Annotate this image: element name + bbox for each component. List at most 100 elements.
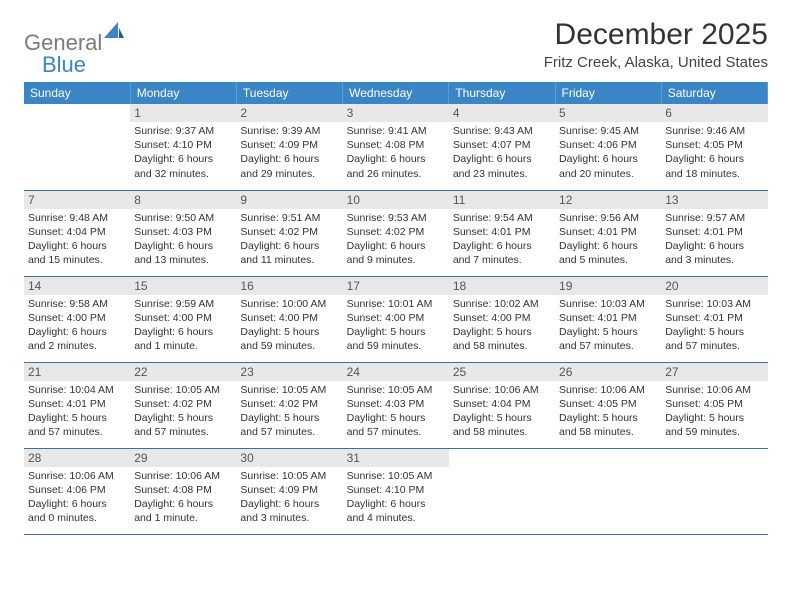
day-number: 17 bbox=[343, 277, 449, 295]
daylight-line: Daylight: 5 hours and 58 minutes. bbox=[453, 325, 551, 353]
sunrise-line: Sunrise: 10:05 AM bbox=[347, 383, 445, 397]
day-number: 31 bbox=[343, 449, 449, 467]
sunrise-line: Sunrise: 10:03 AM bbox=[665, 297, 763, 311]
sunset-line: Sunset: 4:01 PM bbox=[453, 225, 551, 239]
weekday-header: Friday bbox=[555, 82, 661, 104]
day-number: 22 bbox=[130, 363, 236, 381]
daylight-line: Daylight: 6 hours and 4 minutes. bbox=[347, 497, 445, 525]
daylight-line: Daylight: 6 hours and 11 minutes. bbox=[240, 239, 338, 267]
day-number: 7 bbox=[24, 191, 130, 209]
sunrise-line: Sunrise: 10:05 AM bbox=[240, 469, 338, 483]
daylight-line: Daylight: 5 hours and 57 minutes. bbox=[347, 411, 445, 439]
calendar-cell: 29Sunrise: 10:06 AMSunset: 4:08 PMDaylig… bbox=[130, 448, 236, 534]
day-info: Sunrise: 9:57 AMSunset: 4:01 PMDaylight:… bbox=[661, 209, 767, 268]
day-info: Sunrise: 10:05 AMSunset: 4:02 PMDaylight… bbox=[236, 381, 342, 440]
calendar-table: SundayMondayTuesdayWednesdayThursdayFrid… bbox=[24, 82, 768, 535]
day-info: Sunrise: 10:06 AMSunset: 4:05 PMDaylight… bbox=[555, 381, 661, 440]
calendar-cell: 8Sunrise: 9:50 AMSunset: 4:03 PMDaylight… bbox=[130, 190, 236, 276]
day-number: 29 bbox=[130, 449, 236, 467]
day-info: Sunrise: 9:48 AMSunset: 4:04 PMDaylight:… bbox=[24, 209, 130, 268]
day-number: 4 bbox=[449, 104, 555, 122]
sunrise-line: Sunrise: 10:04 AM bbox=[28, 383, 126, 397]
day-number: 25 bbox=[449, 363, 555, 381]
calendar-body: 1Sunrise: 9:37 AMSunset: 4:10 PMDaylight… bbox=[24, 104, 768, 534]
day-info: Sunrise: 9:59 AMSunset: 4:00 PMDaylight:… bbox=[130, 295, 236, 354]
sunset-line: Sunset: 4:02 PM bbox=[240, 397, 338, 411]
sunset-line: Sunset: 4:06 PM bbox=[559, 138, 657, 152]
day-info: Sunrise: 9:56 AMSunset: 4:01 PMDaylight:… bbox=[555, 209, 661, 268]
day-info: Sunrise: 10:06 AMSunset: 4:08 PMDaylight… bbox=[130, 467, 236, 526]
daylight-line: Daylight: 6 hours and 3 minutes. bbox=[665, 239, 763, 267]
sunrise-line: Sunrise: 10:05 AM bbox=[134, 383, 232, 397]
sunrise-line: Sunrise: 9:57 AM bbox=[665, 211, 763, 225]
daylight-line: Daylight: 5 hours and 57 minutes. bbox=[134, 411, 232, 439]
sunset-line: Sunset: 4:06 PM bbox=[28, 483, 126, 497]
calendar-cell: 13Sunrise: 9:57 AMSunset: 4:01 PMDayligh… bbox=[661, 190, 767, 276]
day-info: Sunrise: 10:06 AMSunset: 4:05 PMDaylight… bbox=[661, 381, 767, 440]
title-block: December 2025 Fritz Creek, Alaska, Unite… bbox=[544, 18, 768, 71]
day-info: Sunrise: 10:01 AMSunset: 4:00 PMDaylight… bbox=[343, 295, 449, 354]
sunset-line: Sunset: 4:01 PM bbox=[559, 225, 657, 239]
day-info: Sunrise: 10:04 AMSunset: 4:01 PMDaylight… bbox=[24, 381, 130, 440]
calendar-cell: 26Sunrise: 10:06 AMSunset: 4:05 PMDaylig… bbox=[555, 362, 661, 448]
sunset-line: Sunset: 4:04 PM bbox=[453, 397, 551, 411]
day-number: 21 bbox=[24, 363, 130, 381]
sunrise-line: Sunrise: 9:46 AM bbox=[665, 124, 763, 138]
sunrise-line: Sunrise: 9:56 AM bbox=[559, 211, 657, 225]
calendar-cell bbox=[449, 448, 555, 534]
sunrise-line: Sunrise: 10:05 AM bbox=[240, 383, 338, 397]
daylight-line: Daylight: 6 hours and 1 minute. bbox=[134, 497, 232, 525]
daylight-line: Daylight: 5 hours and 59 minutes. bbox=[665, 411, 763, 439]
sunset-line: Sunset: 4:01 PM bbox=[559, 311, 657, 325]
sunrise-line: Sunrise: 9:45 AM bbox=[559, 124, 657, 138]
daylight-line: Daylight: 5 hours and 57 minutes. bbox=[665, 325, 763, 353]
day-number: 23 bbox=[236, 363, 342, 381]
calendar-week-row: 7Sunrise: 9:48 AMSunset: 4:04 PMDaylight… bbox=[24, 190, 768, 276]
day-number: 1 bbox=[130, 104, 236, 122]
sunset-line: Sunset: 4:04 PM bbox=[28, 225, 126, 239]
calendar-document: General Blue December 2025 Fritz Creek, … bbox=[0, 0, 792, 547]
calendar-cell: 7Sunrise: 9:48 AMSunset: 4:04 PMDaylight… bbox=[24, 190, 130, 276]
daylight-line: Daylight: 6 hours and 13 minutes. bbox=[134, 239, 232, 267]
day-number: 9 bbox=[236, 191, 342, 209]
weekday-header: Sunday bbox=[24, 82, 130, 104]
calendar-cell: 14Sunrise: 9:58 AMSunset: 4:00 PMDayligh… bbox=[24, 276, 130, 362]
daylight-line: Daylight: 6 hours and 9 minutes. bbox=[347, 239, 445, 267]
sunset-line: Sunset: 4:00 PM bbox=[28, 311, 126, 325]
day-info: Sunrise: 9:43 AMSunset: 4:07 PMDaylight:… bbox=[449, 122, 555, 181]
sunset-line: Sunset: 4:01 PM bbox=[665, 225, 763, 239]
day-info: Sunrise: 10:05 AMSunset: 4:10 PMDaylight… bbox=[343, 467, 449, 526]
day-info: Sunrise: 10:00 AMSunset: 4:00 PMDaylight… bbox=[236, 295, 342, 354]
calendar-cell: 4Sunrise: 9:43 AMSunset: 4:07 PMDaylight… bbox=[449, 104, 555, 190]
day-number: 18 bbox=[449, 277, 555, 295]
day-number: 8 bbox=[130, 191, 236, 209]
day-number: 15 bbox=[130, 277, 236, 295]
daylight-line: Daylight: 6 hours and 7 minutes. bbox=[453, 239, 551, 267]
day-info: Sunrise: 9:54 AMSunset: 4:01 PMDaylight:… bbox=[449, 209, 555, 268]
logo-sail-icon bbox=[104, 22, 124, 38]
calendar-cell: 6Sunrise: 9:46 AMSunset: 4:05 PMDaylight… bbox=[661, 104, 767, 190]
calendar-header-row: SundayMondayTuesdayWednesdayThursdayFrid… bbox=[24, 82, 768, 104]
daylight-line: Daylight: 6 hours and 29 minutes. bbox=[240, 152, 338, 180]
day-number: 27 bbox=[661, 363, 767, 381]
day-info: Sunrise: 9:50 AMSunset: 4:03 PMDaylight:… bbox=[130, 209, 236, 268]
day-number: 28 bbox=[24, 449, 130, 467]
daylight-line: Daylight: 6 hours and 23 minutes. bbox=[453, 152, 551, 180]
calendar-week-row: 14Sunrise: 9:58 AMSunset: 4:00 PMDayligh… bbox=[24, 276, 768, 362]
calendar-cell: 20Sunrise: 10:03 AMSunset: 4:01 PMDaylig… bbox=[661, 276, 767, 362]
sunset-line: Sunset: 4:05 PM bbox=[665, 138, 763, 152]
daylight-line: Daylight: 6 hours and 32 minutes. bbox=[134, 152, 232, 180]
day-number: 14 bbox=[24, 277, 130, 295]
day-info: Sunrise: 10:03 AMSunset: 4:01 PMDaylight… bbox=[661, 295, 767, 354]
calendar-cell: 16Sunrise: 10:00 AMSunset: 4:00 PMDaylig… bbox=[236, 276, 342, 362]
sunrise-line: Sunrise: 9:43 AM bbox=[453, 124, 551, 138]
calendar-cell: 9Sunrise: 9:51 AMSunset: 4:02 PMDaylight… bbox=[236, 190, 342, 276]
sunset-line: Sunset: 4:10 PM bbox=[347, 483, 445, 497]
daylight-line: Daylight: 6 hours and 5 minutes. bbox=[559, 239, 657, 267]
calendar-cell: 5Sunrise: 9:45 AMSunset: 4:06 PMDaylight… bbox=[555, 104, 661, 190]
sunset-line: Sunset: 4:07 PM bbox=[453, 138, 551, 152]
day-number: 3 bbox=[343, 104, 449, 122]
daylight-line: Daylight: 6 hours and 15 minutes. bbox=[28, 239, 126, 267]
daylight-line: Daylight: 5 hours and 57 minutes. bbox=[28, 411, 126, 439]
day-info: Sunrise: 10:02 AMSunset: 4:00 PMDaylight… bbox=[449, 295, 555, 354]
